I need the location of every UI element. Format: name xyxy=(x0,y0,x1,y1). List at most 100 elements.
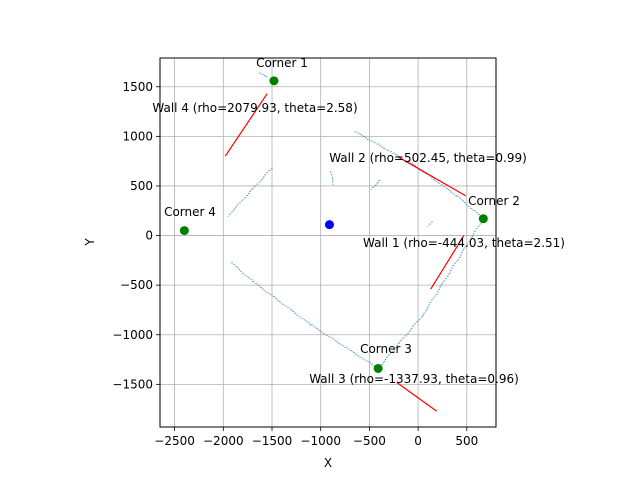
scan-point xyxy=(422,314,424,317)
scan-point xyxy=(413,164,416,166)
scan-point xyxy=(373,186,375,188)
scan-point xyxy=(261,179,263,181)
scan-point xyxy=(243,198,245,200)
scan-point xyxy=(367,360,369,362)
scan-point xyxy=(358,355,360,357)
scan-point xyxy=(359,357,361,359)
scan-point xyxy=(375,184,377,186)
scan-point xyxy=(247,195,249,197)
y-tick-label: −500 xyxy=(120,278,153,292)
scan-point xyxy=(354,131,356,133)
scan-point xyxy=(418,319,420,321)
scan-point xyxy=(412,164,415,166)
grid xyxy=(160,58,496,427)
scan-point xyxy=(291,310,293,312)
scan-point xyxy=(471,236,473,238)
scan-point xyxy=(444,278,446,280)
scan-point xyxy=(258,181,260,183)
scan-point xyxy=(263,176,265,178)
scan-point xyxy=(371,140,373,142)
scan-point xyxy=(376,183,378,185)
wall-label: Wall 1 (rho=-444.03, theta=2.51) xyxy=(363,236,565,250)
scan-point xyxy=(388,354,390,356)
scan-point xyxy=(315,327,317,329)
scan-point xyxy=(387,354,389,356)
scan-point xyxy=(253,185,256,187)
scan-point xyxy=(266,291,268,294)
scan-point xyxy=(441,283,443,285)
robot-marker xyxy=(324,220,334,230)
corner-marker xyxy=(478,214,488,224)
scan-point xyxy=(297,314,299,316)
scan-point xyxy=(325,334,327,336)
scan-point xyxy=(299,316,302,318)
scan-point xyxy=(279,301,281,303)
scan-point xyxy=(316,328,318,330)
scan-point xyxy=(269,169,271,172)
scan-point xyxy=(249,277,251,279)
wall-line xyxy=(398,156,467,197)
scan-point xyxy=(461,199,463,201)
scan-point xyxy=(289,308,291,310)
scan-point xyxy=(397,344,399,346)
scan-point xyxy=(376,143,378,145)
scan-point xyxy=(463,200,465,202)
scan-point xyxy=(443,186,445,188)
plot-frame xyxy=(159,57,497,428)
x-axis-label: X xyxy=(324,456,332,470)
scan-point xyxy=(369,362,371,364)
scan-point xyxy=(310,323,312,325)
scan-point xyxy=(241,272,243,274)
scan-point xyxy=(435,293,437,295)
scan-point xyxy=(355,353,358,355)
scan-point xyxy=(235,265,237,267)
scan-point xyxy=(326,334,328,336)
scan-point xyxy=(427,225,429,227)
scan-point xyxy=(383,360,386,362)
scan-point xyxy=(438,288,440,290)
scan-point xyxy=(348,348,350,350)
scan-point xyxy=(460,254,462,256)
scan-point xyxy=(232,211,234,213)
scan-point xyxy=(386,356,388,358)
scan-point xyxy=(276,299,278,301)
scan-point xyxy=(451,267,453,269)
scan-point xyxy=(472,209,474,211)
scan-point xyxy=(478,213,480,215)
scan-point xyxy=(347,348,349,350)
scan-point xyxy=(396,347,398,349)
scan-point xyxy=(227,215,229,217)
scan-point xyxy=(351,349,353,352)
scan-point xyxy=(382,362,384,364)
scan-point xyxy=(368,138,370,140)
scan-point xyxy=(432,297,434,299)
scan-point xyxy=(236,204,238,206)
scan-point xyxy=(452,265,454,267)
scan-point xyxy=(360,356,362,358)
scan-point xyxy=(270,168,272,170)
scan-point xyxy=(433,178,435,180)
scan-point xyxy=(433,296,435,298)
scan-point xyxy=(332,183,334,186)
scan-point xyxy=(377,143,380,145)
scan-point xyxy=(477,212,479,214)
scan-point xyxy=(393,349,395,351)
scan-point xyxy=(251,279,253,281)
scan-point xyxy=(310,324,312,326)
scan-point xyxy=(284,305,286,307)
scan-point xyxy=(354,352,356,354)
y-axis: −1500 −1000 −500 0 500 1000 1500 xyxy=(112,80,160,391)
scan-point xyxy=(363,358,365,360)
scan-point xyxy=(430,177,433,179)
wall-line xyxy=(224,93,268,157)
scan-point xyxy=(367,139,369,141)
corner-marker xyxy=(373,363,383,373)
scan-point xyxy=(373,141,376,144)
scan-point xyxy=(259,285,261,287)
scan-point xyxy=(428,304,430,306)
scan-point xyxy=(393,152,395,154)
scan-point xyxy=(354,353,357,355)
scan-point xyxy=(331,176,333,178)
scan-point xyxy=(409,330,411,332)
y-tick-label: 1500 xyxy=(122,80,153,94)
